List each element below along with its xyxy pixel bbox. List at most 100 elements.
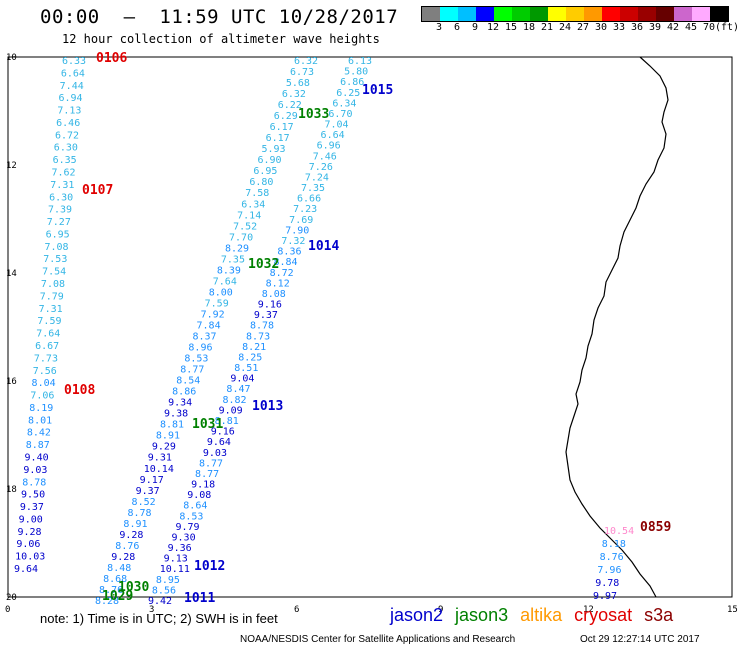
wave-height-value: 8.29 xyxy=(225,243,249,254)
satellite-legend-jason2: jason2 xyxy=(390,605,444,625)
wave-height-value: 6.46 xyxy=(56,118,80,129)
wave-height-value: 9.18 xyxy=(191,480,215,491)
wave-height-value: 9.64 xyxy=(207,437,231,448)
wave-height-value: 6.22 xyxy=(278,100,302,111)
wave-height-value: 9.28 xyxy=(18,527,42,538)
wave-height-value: 7.31 xyxy=(39,304,63,315)
scale-label: 42 xyxy=(666,22,680,33)
wave-height-value: 8.76 xyxy=(115,541,139,552)
scale-label: 6 xyxy=(453,22,461,33)
wave-height-value: 9.40 xyxy=(25,452,49,463)
scale-label: 33 xyxy=(612,22,626,33)
scale-swatch xyxy=(584,7,602,21)
wave-height-value: 8.54 xyxy=(176,376,200,387)
wave-height-value: 6.90 xyxy=(257,155,281,166)
scale-label: 9 xyxy=(471,22,479,33)
wave-height-value: 9.97 xyxy=(593,591,617,602)
wave-height-value: 8.81 xyxy=(215,416,239,427)
wave-height-value: 8.47 xyxy=(226,384,250,395)
wave-height-value: 6.17 xyxy=(266,133,290,144)
wave-height-value: 9.04 xyxy=(230,374,254,385)
x-tick-label: 6 xyxy=(294,605,299,615)
y-tick-label: 18 xyxy=(6,485,17,495)
pass-time-label: 0859 xyxy=(640,520,671,535)
x-tick-label: 9 xyxy=(438,605,443,615)
satellite-legend: jason2 jason3 altika cryosat s3a xyxy=(390,605,685,626)
x-tick-label: 12 xyxy=(583,605,594,615)
wave-height-value: 7.59 xyxy=(37,316,61,327)
wave-height-value: 9.30 xyxy=(172,532,196,543)
pass-time-label: 1032 xyxy=(248,257,279,272)
pass-time-label: 1015 xyxy=(362,83,393,98)
wave-height-value: 7.46 xyxy=(313,151,337,162)
wave-height-value: 6.34 xyxy=(332,98,356,109)
wave-height-value: 7.53 xyxy=(43,254,67,265)
y-tick-label: 20 xyxy=(6,593,17,603)
wave-height-value: 6.13 xyxy=(348,56,372,67)
wave-height-value: 9.34 xyxy=(168,398,192,409)
scale-label: 36 xyxy=(630,22,644,33)
wave-height-value: 7.70 xyxy=(229,232,253,243)
wave-height-value: 6.73 xyxy=(290,67,314,78)
wave-height-value: 8.78 xyxy=(250,321,274,332)
wave-height-value: 9.16 xyxy=(258,300,282,311)
x-tick-label: 0 xyxy=(5,605,10,615)
wave-height-value: 8.52 xyxy=(132,497,156,508)
pass-time-labels: 0106 0107 0108 1015 1033 1014 1032 1013 1031 1012… xyxy=(64,51,671,606)
scale-swatch xyxy=(674,7,692,21)
wave-height-value: 8.39 xyxy=(217,265,241,276)
wave-height-value: 8.19 xyxy=(29,403,53,414)
pass-time-label: 1014 xyxy=(308,239,339,254)
wave-height-value: 7.14 xyxy=(237,210,261,221)
satellite-legend-jason3: jason3 xyxy=(455,605,509,625)
wave-height-value: 7.24 xyxy=(305,172,329,183)
wave-height-value: 7.27 xyxy=(47,217,71,228)
wave-height-value: 8.77 xyxy=(195,469,219,480)
scale-swatch xyxy=(656,7,674,21)
wave-height-value: 8.86 xyxy=(172,387,196,398)
scale-swatch xyxy=(566,7,584,21)
credit-line: NOAA/NESDIS Center for Satellite Applica… xyxy=(240,634,516,645)
wave-height-value: 9.64 xyxy=(14,564,38,575)
wave-height-value: 8.36 xyxy=(277,247,301,258)
wave-height-value: 7.79 xyxy=(40,291,64,302)
pass-time-label: 0108 xyxy=(64,383,95,398)
pass-time-label: 1030 xyxy=(118,580,149,595)
scale-swatch xyxy=(494,7,512,21)
wave-height-value: 8.73 xyxy=(246,331,270,342)
wave-height-value: 7.06 xyxy=(30,391,54,402)
scale-swatch xyxy=(548,7,566,21)
wave-height-value: 6.94 xyxy=(58,93,82,104)
satellite-legend-altika: altika xyxy=(520,605,563,625)
wave-height-value: 7.84 xyxy=(197,320,221,331)
scale-swatch xyxy=(458,7,476,21)
wave-height-value: 10.54 xyxy=(604,526,634,537)
wave-height-value: 8.77 xyxy=(180,365,204,376)
wave-height-value: 10.14 xyxy=(144,464,174,475)
wave-height-value: 6.32 xyxy=(294,56,318,67)
wave-height-value: 8.28 xyxy=(95,596,119,607)
wave-height-value: 9.38 xyxy=(164,409,188,420)
wave-height-value: 9.37 xyxy=(136,486,160,497)
wave-height-value: 6.96 xyxy=(317,141,341,152)
scale-swatch xyxy=(620,7,638,21)
wave-height-value: 8.37 xyxy=(192,332,216,343)
wave-height-value: 7.23 xyxy=(293,204,317,215)
wave-height-value: 6.25 xyxy=(336,88,360,99)
wave-height-value: 7.92 xyxy=(201,309,225,320)
x-tick-label: 15 xyxy=(727,605,738,615)
wave-height-value: 9.03 xyxy=(203,448,227,459)
wave-height-value: 9.17 xyxy=(140,475,164,486)
wave-height-value: 7.39 xyxy=(48,205,72,216)
wave-height-value: 9.79 xyxy=(175,522,199,533)
pass-time-label: 1033 xyxy=(298,107,329,122)
wave-height-value: 7.08 xyxy=(44,242,68,253)
scale-swatch xyxy=(710,7,728,21)
wave-height-value: 8.91 xyxy=(123,519,147,530)
wave-height-value: 10.11 xyxy=(160,564,190,575)
wave-height-value: 9.09 xyxy=(219,405,243,416)
wave-height-values: 6.336.647.446.947.136.466.726.306.357.62… xyxy=(14,56,634,607)
wave-height-value: 7.64 xyxy=(36,329,60,340)
